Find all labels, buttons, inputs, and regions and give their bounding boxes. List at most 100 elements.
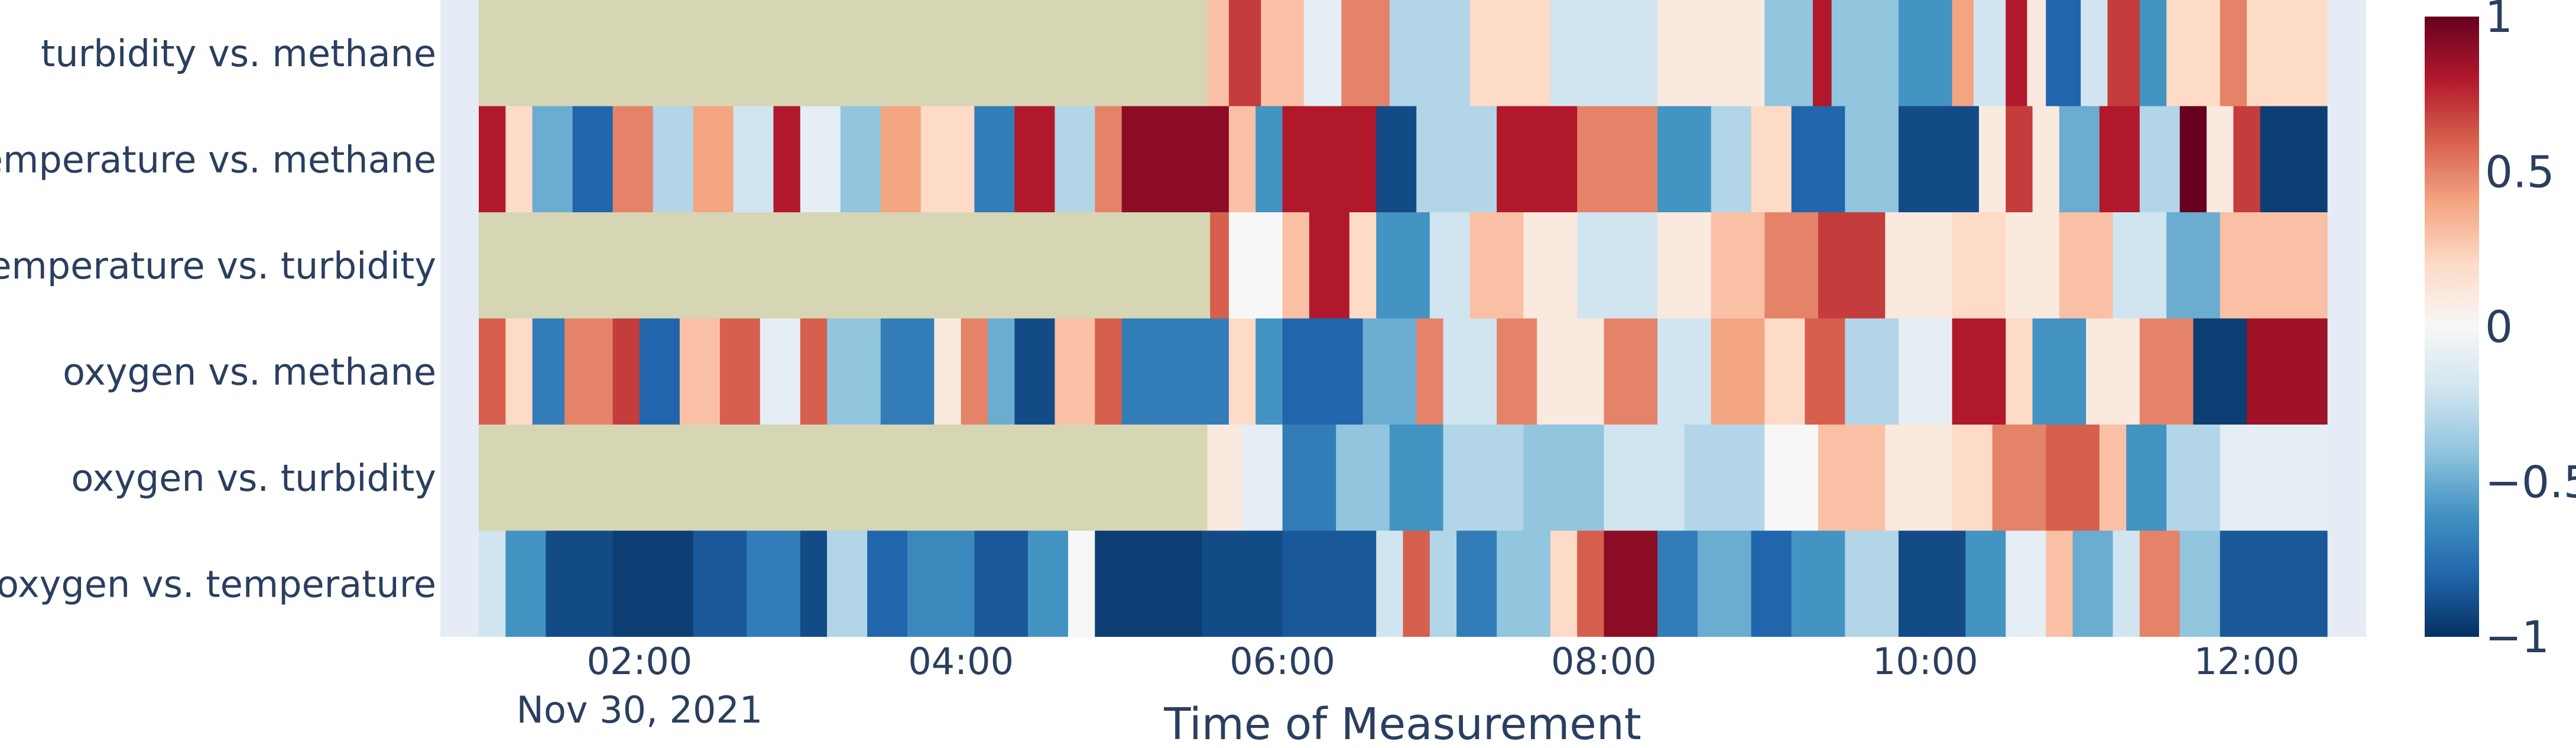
heatmap-cell-turbidity-vs-methane[interactable] bbox=[2081, 0, 2108, 106]
heatmap-cell-oxygen-vs-turbidity[interactable] bbox=[1764, 425, 1819, 531]
heatmap-cell-temperature-vs-methane[interactable] bbox=[2032, 106, 2060, 213]
heatmap-cell-temperature-vs-methane[interactable] bbox=[1228, 106, 1256, 213]
heatmap-cell-oxygen-vs-temperature[interactable] bbox=[2179, 530, 2221, 637]
heatmap-cell-oxygen-vs-temperature[interactable] bbox=[1550, 530, 1578, 637]
heatmap-cell-turbidity-vs-methane[interactable] bbox=[2247, 0, 2328, 106]
heatmap-cell-turbidity-vs-methane[interactable] bbox=[1973, 0, 2006, 106]
heatmap-cell-oxygen-vs-methane[interactable] bbox=[1898, 318, 1953, 425]
heatmap-cell-temperature-vs-turbidity[interactable] bbox=[1376, 212, 1430, 319]
heatmap-cell-oxygen-vs-methane[interactable] bbox=[961, 318, 988, 425]
heatmap-cell-oxygen-vs-temperature[interactable] bbox=[1791, 530, 1845, 637]
heatmap-cell-temperature-vs-methane[interactable] bbox=[1014, 106, 1055, 213]
heatmap-cell-oxygen-vs-temperature[interactable] bbox=[479, 530, 506, 637]
heatmap-cell-oxygen-vs-methane[interactable] bbox=[1711, 318, 1765, 425]
heatmap-cell-oxygen-vs-turbidity[interactable] bbox=[1389, 425, 1443, 531]
heatmap-cell-temperature-vs-methane[interactable] bbox=[1255, 106, 1283, 213]
heatmap-cell-temperature-vs-turbidity[interactable] bbox=[1469, 212, 1524, 319]
heatmap-cell-oxygen-vs-temperature[interactable] bbox=[2046, 530, 2074, 637]
heatmap-cell-temperature-vs-methane[interactable] bbox=[773, 106, 801, 213]
heatmap-cell-oxygen-vs-turbidity[interactable] bbox=[1443, 425, 1524, 531]
heatmap-cell-oxygen-vs-temperature[interactable] bbox=[1095, 530, 1203, 637]
heatmap-cell-temperature-vs-turbidity[interactable] bbox=[1429, 212, 1471, 319]
heatmap-cell-oxygen-vs-temperature[interactable] bbox=[907, 530, 975, 637]
heatmap-cell-oxygen-vs-temperature[interactable] bbox=[974, 530, 1029, 637]
heatmap-cell-oxygen-vs-temperature[interactable] bbox=[1028, 530, 1069, 637]
heatmap-cell-temperature-vs-methane[interactable] bbox=[920, 106, 975, 213]
heatmap-cell-temperature-vs-methane[interactable] bbox=[880, 106, 922, 213]
heatmap-cell-oxygen-vs-temperature[interactable] bbox=[2220, 530, 2328, 637]
heatmap-cell-temperature-vs-turbidity[interactable] bbox=[479, 212, 1211, 319]
heatmap-cell-turbidity-vs-methane[interactable] bbox=[1831, 0, 1899, 106]
heatmap-cell-oxygen-vs-temperature[interactable] bbox=[1845, 530, 1899, 637]
heatmap-cell-temperature-vs-methane[interactable] bbox=[572, 106, 614, 213]
heatmap-cell-oxygen-vs-temperature[interactable] bbox=[505, 530, 546, 637]
heatmap-cell-temperature-vs-methane[interactable] bbox=[505, 106, 533, 213]
heatmap-cell-temperature-vs-methane[interactable] bbox=[1055, 106, 1095, 213]
heatmap-cell-turbidity-vs-methane[interactable] bbox=[1207, 0, 1229, 106]
heatmap-cell-turbidity-vs-methane[interactable] bbox=[2166, 0, 2221, 106]
heatmap-cell-oxygen-vs-temperature[interactable] bbox=[1497, 530, 1551, 637]
heatmap-cells[interactable] bbox=[479, 0, 2328, 637]
heatmap-cell-oxygen-vs-temperature[interactable] bbox=[1577, 530, 1604, 637]
heatmap-cell-oxygen-vs-turbidity[interactable] bbox=[2166, 425, 2221, 531]
heatmap-cell-oxygen-vs-temperature[interactable] bbox=[800, 530, 828, 637]
heatmap-cell-oxygen-vs-methane[interactable] bbox=[679, 318, 721, 425]
heatmap-cell-oxygen-vs-methane[interactable] bbox=[1095, 318, 1122, 425]
heatmap-cell-oxygen-vs-temperature[interactable] bbox=[612, 530, 694, 637]
heatmap-cell-turbidity-vs-methane[interactable] bbox=[1261, 0, 1305, 106]
heatmap-cell-oxygen-vs-methane[interactable] bbox=[1657, 318, 1712, 425]
heatmap-cell-temperature-vs-turbidity[interactable] bbox=[2166, 212, 2221, 319]
heatmap-cell-oxygen-vs-methane[interactable] bbox=[1537, 318, 1604, 425]
heatmap-cell-oxygen-vs-turbidity[interactable] bbox=[2220, 425, 2328, 531]
heatmap-cell-oxygen-vs-temperature[interactable] bbox=[1698, 530, 1752, 637]
heatmap-cell-temperature-vs-methane[interactable] bbox=[2139, 106, 2181, 213]
heatmap-cell-oxygen-vs-methane[interactable] bbox=[1121, 318, 1229, 425]
heatmap-cell-oxygen-vs-methane[interactable] bbox=[2193, 318, 2247, 425]
heatmap-cell-oxygen-vs-methane[interactable] bbox=[934, 318, 962, 425]
heatmap-cell-turbidity-vs-methane[interactable] bbox=[1764, 0, 1813, 106]
heatmap-cell-temperature-vs-turbidity[interactable] bbox=[1228, 212, 1283, 319]
heatmap-cell-oxygen-vs-temperature[interactable] bbox=[2113, 530, 2140, 637]
heatmap-cell-oxygen-vs-turbidity[interactable] bbox=[2046, 425, 2100, 531]
heatmap-cell-turbidity-vs-methane[interactable] bbox=[1228, 0, 1261, 106]
heatmap-cell-temperature-vs-methane[interactable] bbox=[479, 106, 506, 213]
heatmap-cell-oxygen-vs-turbidity[interactable] bbox=[1207, 425, 1243, 531]
heatmap-cell-oxygen-vs-temperature[interactable] bbox=[1403, 530, 1430, 637]
heatmap-cell-oxygen-vs-temperature[interactable] bbox=[2006, 530, 2046, 637]
heatmap-cell-temperature-vs-turbidity[interactable] bbox=[1349, 212, 1377, 319]
heatmap-cell-temperature-vs-methane[interactable] bbox=[2260, 106, 2328, 213]
heatmap-cell-oxygen-vs-temperature[interactable] bbox=[693, 530, 747, 637]
heatmap-cell-turbidity-vs-methane[interactable] bbox=[1469, 0, 1551, 106]
heatmap-cell-turbidity-vs-methane[interactable] bbox=[1303, 0, 1342, 106]
heatmap-cell-temperature-vs-turbidity[interactable] bbox=[1764, 212, 1819, 319]
heatmap-cell-temperature-vs-methane[interactable] bbox=[2006, 106, 2033, 213]
heatmap-cell-temperature-vs-methane[interactable] bbox=[1711, 106, 1752, 213]
heatmap-cell-turbidity-vs-methane[interactable] bbox=[2220, 0, 2247, 106]
heatmap-cell-temperature-vs-methane[interactable] bbox=[1898, 106, 1980, 213]
heatmap-cell-turbidity-vs-methane[interactable] bbox=[1898, 0, 1953, 106]
heatmap-cell-oxygen-vs-turbidity[interactable] bbox=[1242, 425, 1283, 531]
heatmap-cell-oxygen-vs-turbidity[interactable] bbox=[1818, 425, 1886, 531]
heatmap-cell-oxygen-vs-methane[interactable] bbox=[1362, 318, 1417, 425]
heatmap-cell-turbidity-vs-methane[interactable] bbox=[2006, 0, 2028, 106]
heatmap-cell-oxygen-vs-methane[interactable] bbox=[505, 318, 533, 425]
heatmap-cell-oxygen-vs-methane[interactable] bbox=[1282, 318, 1364, 425]
heatmap-cell-temperature-vs-methane[interactable] bbox=[1791, 106, 1845, 213]
heatmap-cell-temperature-vs-methane[interactable] bbox=[1282, 106, 1377, 213]
heatmap-cell-temperature-vs-methane[interactable] bbox=[1845, 106, 1899, 213]
heatmap-cell-temperature-vs-methane[interactable] bbox=[612, 106, 654, 213]
heatmap-cell-oxygen-vs-methane[interactable] bbox=[2032, 318, 2087, 425]
heatmap-cell-oxygen-vs-methane[interactable] bbox=[1764, 318, 1805, 425]
heatmap-cell-oxygen-vs-temperature[interactable] bbox=[1898, 530, 1966, 637]
heatmap-cell-oxygen-vs-turbidity[interactable] bbox=[2099, 425, 2127, 531]
heatmap-cell-oxygen-vs-methane[interactable] bbox=[2006, 318, 2033, 425]
heatmap-cell-temperature-vs-methane[interactable] bbox=[1416, 106, 1497, 213]
heatmap-cell-temperature-vs-turbidity[interactable] bbox=[2220, 212, 2328, 319]
heatmap-cell-oxygen-vs-methane[interactable] bbox=[1055, 318, 1095, 425]
heatmap-cell-temperature-vs-methane[interactable] bbox=[2099, 106, 2140, 213]
heatmap-cell-oxygen-vs-temperature[interactable] bbox=[1202, 530, 1283, 637]
heatmap-cell-turbidity-vs-methane[interactable] bbox=[1341, 0, 1390, 106]
heatmap-cell-turbidity-vs-methane[interactable] bbox=[479, 0, 1208, 106]
heatmap-cell-turbidity-vs-methane[interactable] bbox=[1657, 0, 1765, 106]
heatmap-cell-oxygen-vs-methane[interactable] bbox=[1228, 318, 1256, 425]
